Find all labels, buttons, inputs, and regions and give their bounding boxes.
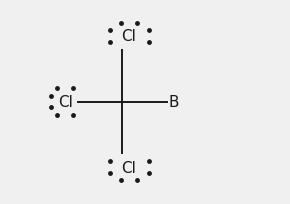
Text: Cl: Cl xyxy=(122,29,137,44)
Text: B: B xyxy=(169,94,179,110)
Text: Cl: Cl xyxy=(58,94,73,110)
Text: Cl: Cl xyxy=(122,160,137,175)
